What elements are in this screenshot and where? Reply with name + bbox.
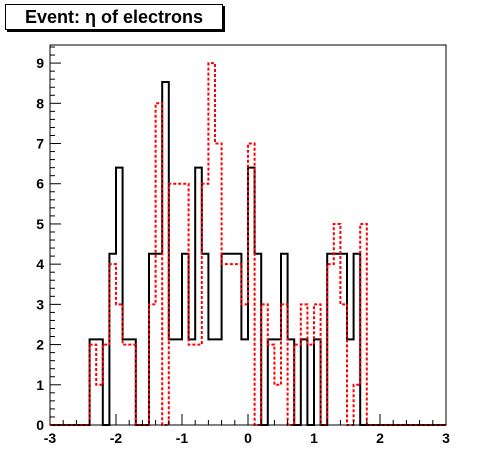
y-tick-label: 0: [36, 417, 44, 433]
y-tick-label: 9: [36, 55, 44, 71]
y-tick-label: 7: [36, 136, 44, 152]
chart-title: Event: η of electrons: [5, 4, 223, 30]
x-tick-label: -1: [176, 430, 189, 446]
y-tick-label: 3: [36, 296, 44, 312]
y-tick-label: 8: [36, 95, 44, 111]
x-tick-label: 2: [376, 430, 384, 446]
axis-layer: -3 -2 -1 0 1 2 3 0 1 2 3 4 5 6 7 8 9: [36, 46, 450, 446]
y-tick-label: 2: [36, 337, 44, 353]
x-tick-label: 0: [244, 430, 252, 446]
histogram-series-dashed-red: [50, 62, 446, 426]
y-tick-label: 5: [36, 216, 44, 232]
histogram-series-solid-black: [50, 80, 446, 426]
y-tick-label: 6: [36, 176, 44, 192]
y-tick-label: 4: [36, 256, 44, 272]
x-tick-label: -3: [44, 430, 57, 446]
x-tick-label: 3: [442, 430, 450, 446]
x-tick-label: -2: [110, 430, 123, 446]
series-layer: [50, 62, 446, 426]
y-tick-label: 1: [36, 377, 44, 393]
x-tick-label: 1: [310, 430, 318, 446]
